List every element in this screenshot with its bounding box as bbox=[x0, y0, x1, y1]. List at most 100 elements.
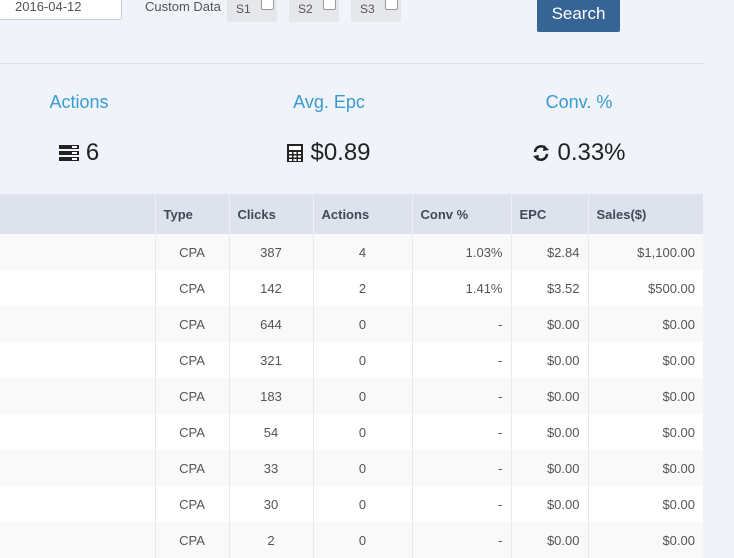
stat-conv-value: 0.33% bbox=[557, 139, 626, 166]
stat-conv-title: Conv. % bbox=[545, 92, 613, 112]
column-header-clicks[interactable]: Clicks bbox=[228, 194, 313, 234]
report-table: Type Clicks Actions Conv % EPC Sales($) … bbox=[0, 194, 703, 558]
cell-name bbox=[0, 486, 155, 522]
cell-name bbox=[0, 450, 155, 486]
cell-sales: $0.00 bbox=[587, 342, 703, 378]
cell-clicks: 54 bbox=[228, 414, 313, 450]
cell-epc: $3.52 bbox=[510, 270, 588, 306]
custom-data-label: Custom Data bbox=[145, 0, 221, 14]
stat-avg-epc-title: Avg. Epc bbox=[293, 92, 365, 112]
cell-epc: $0.00 bbox=[510, 450, 588, 486]
cell-conv: - bbox=[411, 486, 511, 522]
table-row: CPA 321 0- $0.00 $0.00 bbox=[0, 342, 703, 378]
cell-actions: 4 bbox=[312, 234, 412, 270]
table-row: CPA 30 0- $0.00 $0.00 bbox=[0, 486, 703, 522]
cell-name bbox=[0, 306, 155, 342]
stat-actions: Actions 6 bbox=[0, 92, 179, 169]
subid-s1-option[interactable]: S1 bbox=[227, 0, 277, 22]
cell-name bbox=[0, 342, 155, 378]
cell-actions: 0 bbox=[312, 522, 412, 558]
table-row: CPA 142 2 1.41% $3.52 $500.00 bbox=[0, 270, 703, 306]
cell-clicks: 2 bbox=[228, 522, 313, 558]
column-header-conv[interactable]: Conv % bbox=[411, 194, 511, 234]
cell-clicks: 142 bbox=[228, 270, 313, 306]
cell-epc: $0.00 bbox=[510, 306, 588, 342]
stat-avg-epc-value: $0.89 bbox=[310, 139, 371, 166]
cell-type: CPA bbox=[154, 450, 229, 486]
cell-clicks: 33 bbox=[228, 450, 313, 486]
cell-epc: $2.84 bbox=[510, 234, 588, 270]
cell-name bbox=[0, 414, 155, 450]
subid-s2-option[interactable]: S2 bbox=[289, 0, 339, 22]
column-header-sales[interactable]: Sales($) bbox=[587, 194, 703, 234]
table-header-row: Type Clicks Actions Conv % EPC Sales($) bbox=[0, 194, 703, 234]
table-row: CPA 33 0- $0.00 $0.00 bbox=[0, 450, 703, 486]
cell-clicks: 644 bbox=[228, 306, 313, 342]
stat-actions-value-row: 6 bbox=[0, 137, 179, 169]
cell-conv: - bbox=[411, 522, 511, 558]
cell-type: CPA bbox=[154, 378, 229, 414]
column-header-name[interactable] bbox=[0, 194, 155, 234]
cell-type: CPA bbox=[154, 486, 229, 522]
cell-type: CPA bbox=[154, 306, 229, 342]
table-row: CPA 387 4 1.03% $2.84 $1,100.00 bbox=[0, 234, 703, 270]
cell-actions: 0 bbox=[312, 342, 412, 378]
stat-conv-value-row: 0.33% bbox=[479, 137, 679, 169]
cell-name bbox=[0, 378, 155, 414]
search-button[interactable]: Search bbox=[537, 0, 620, 32]
cell-sales: $0.00 bbox=[587, 522, 703, 558]
cell-actions: 0 bbox=[312, 450, 412, 486]
cell-conv: - bbox=[411, 378, 511, 414]
cell-sales: $1,100.00 bbox=[587, 234, 703, 270]
cell-epc: $0.00 bbox=[510, 342, 588, 378]
stat-avg-epc-value-row: $0.89 bbox=[229, 137, 429, 169]
calculator-icon bbox=[287, 144, 304, 162]
cell-clicks: 321 bbox=[228, 342, 313, 378]
cell-type: CPA bbox=[154, 342, 229, 378]
table-row: CPA 54 0- $0.00 $0.00 bbox=[0, 414, 703, 450]
cell-type: CPA bbox=[154, 270, 229, 306]
cell-epc: $0.00 bbox=[510, 486, 588, 522]
cell-sales: $0.00 bbox=[587, 450, 703, 486]
filter-bar: Custom Data S1 S2 S3 Search bbox=[0, 0, 734, 62]
column-header-epc[interactable]: EPC bbox=[510, 194, 588, 234]
subid-s3-option[interactable]: S3 bbox=[351, 0, 401, 22]
cell-epc: $0.00 bbox=[510, 414, 588, 450]
subid-s2-checkbox[interactable] bbox=[323, 0, 336, 10]
cell-clicks: 183 bbox=[228, 378, 313, 414]
column-header-actions[interactable]: Actions bbox=[312, 194, 412, 234]
cell-clicks: 30 bbox=[228, 486, 313, 522]
cell-clicks: 387 bbox=[228, 234, 313, 270]
subid-s1-checkbox[interactable] bbox=[261, 0, 274, 10]
cell-conv: 1.03% bbox=[411, 234, 511, 270]
stat-conv: Conv. % 0.33% bbox=[479, 92, 679, 169]
subid-s1-label: S1 bbox=[236, 2, 251, 16]
table-row: CPA 2 0- $0.00 $0.00 bbox=[0, 522, 703, 558]
cell-conv: - bbox=[411, 306, 511, 342]
cell-actions: 0 bbox=[312, 414, 412, 450]
stat-actions-title: Actions bbox=[49, 92, 109, 112]
table-row: CPA 644 0- $0.00 $0.00 bbox=[0, 306, 703, 342]
stat-actions-value: 6 bbox=[85, 139, 100, 166]
cell-actions: 0 bbox=[312, 486, 412, 522]
cell-conv: - bbox=[411, 450, 511, 486]
cell-sales: $0.00 bbox=[587, 486, 703, 522]
cell-sales: $500.00 bbox=[587, 270, 703, 306]
column-header-type[interactable]: Type bbox=[154, 194, 229, 234]
refresh-icon bbox=[532, 144, 550, 162]
cell-name bbox=[0, 270, 155, 306]
subid-s2-label: S2 bbox=[298, 2, 313, 16]
stat-avg-epc: Avg. Epc $0.89 bbox=[229, 92, 429, 169]
cell-epc: $0.00 bbox=[510, 522, 588, 558]
cell-name bbox=[0, 234, 155, 270]
cell-epc: $0.00 bbox=[510, 378, 588, 414]
date-input[interactable] bbox=[0, 0, 122, 20]
divider bbox=[0, 63, 703, 64]
cell-actions: 0 bbox=[312, 378, 412, 414]
cell-name bbox=[0, 522, 155, 558]
subid-s3-label: S3 bbox=[360, 2, 375, 16]
cell-conv: 1.41% bbox=[411, 270, 511, 306]
cell-sales: $0.00 bbox=[587, 378, 703, 414]
subid-s3-checkbox[interactable] bbox=[385, 0, 398, 10]
table-row: CPA 183 0- $0.00 $0.00 bbox=[0, 378, 703, 414]
